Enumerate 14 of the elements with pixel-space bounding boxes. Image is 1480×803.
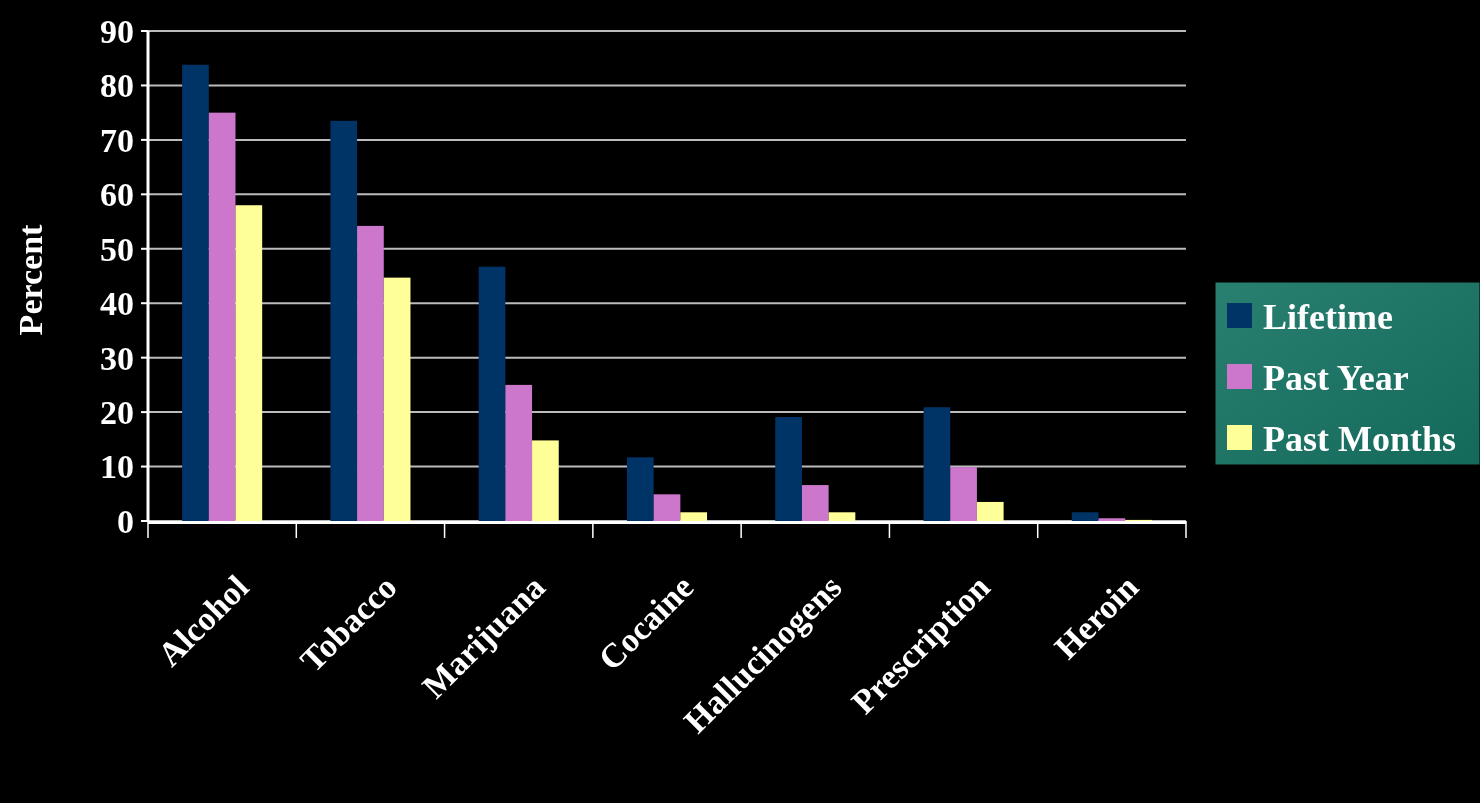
y-tick-label: 40 (100, 285, 134, 323)
y-tick-label: 20 (100, 394, 134, 432)
y-tick-label: 90 (100, 12, 134, 50)
y-tick-label: 60 (100, 176, 134, 214)
y-tick-label: 10 (100, 448, 134, 486)
legend-label: Past Months (1263, 418, 1457, 459)
y-tick-label: 50 (100, 230, 134, 268)
y-tick-label: 70 (100, 121, 134, 159)
y-axis-title: Percent (11, 223, 49, 336)
legend-label: Past Year (1263, 357, 1409, 398)
y-tick-label: 30 (100, 339, 134, 377)
y-tick-label: 0 (117, 502, 134, 540)
y-tick-label: 80 (100, 67, 134, 105)
legend-label: Lifetime (1263, 296, 1393, 337)
